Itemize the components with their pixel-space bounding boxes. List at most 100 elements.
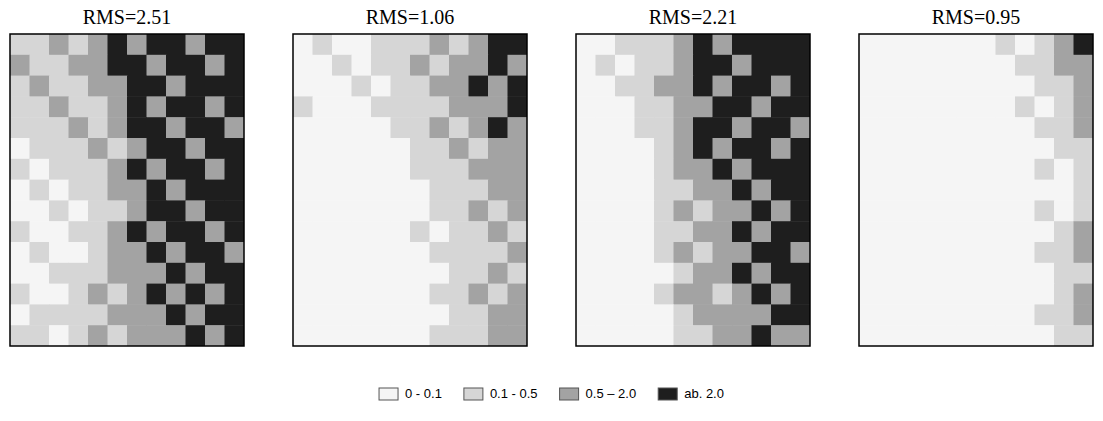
cell <box>635 55 655 76</box>
cell <box>147 284 167 305</box>
cell <box>69 180 89 201</box>
cell <box>713 55 733 76</box>
cell <box>713 242 733 263</box>
cell <box>49 304 69 325</box>
cell <box>654 200 674 221</box>
cell <box>898 263 918 284</box>
cell <box>1015 138 1035 159</box>
cell <box>996 304 1016 325</box>
cell <box>205 180 225 201</box>
cell <box>293 34 313 55</box>
cell <box>10 55 30 76</box>
cell <box>713 200 733 221</box>
cell <box>10 117 30 138</box>
cell <box>976 180 996 201</box>
cell <box>879 221 899 242</box>
cell <box>1015 117 1035 138</box>
cell <box>576 96 596 117</box>
cell <box>996 263 1016 284</box>
cell <box>225 221 245 242</box>
cell <box>732 138 752 159</box>
cell <box>918 200 938 221</box>
cell <box>996 200 1016 221</box>
cell <box>469 221 489 242</box>
cell <box>166 304 186 325</box>
cell <box>147 76 167 97</box>
cell <box>449 221 469 242</box>
cell <box>693 34 713 55</box>
cell <box>352 138 372 159</box>
panel: RMS=0.95 <box>859 6 1094 347</box>
cell <box>1035 325 1055 346</box>
cell <box>996 138 1016 159</box>
cell <box>791 325 811 346</box>
cell <box>352 96 372 117</box>
cell <box>410 138 430 159</box>
cell <box>918 96 938 117</box>
cell <box>391 34 411 55</box>
cell <box>410 221 430 242</box>
cell <box>391 325 411 346</box>
cell <box>635 34 655 55</box>
cell <box>1035 76 1055 97</box>
cell <box>996 180 1016 201</box>
cell <box>488 180 508 201</box>
cell <box>10 159 30 180</box>
cell <box>10 138 30 159</box>
cell <box>108 159 128 180</box>
cell <box>30 55 50 76</box>
cell <box>127 200 147 221</box>
cell <box>49 96 69 117</box>
cell <box>859 284 879 305</box>
cell <box>147 242 167 263</box>
cell <box>127 55 147 76</box>
cell <box>732 159 752 180</box>
cell <box>88 96 108 117</box>
cell <box>859 34 879 55</box>
cell <box>69 242 89 263</box>
cell <box>127 180 147 201</box>
cell <box>488 325 508 346</box>
cell <box>469 76 489 97</box>
cell <box>69 263 89 284</box>
cell <box>371 96 391 117</box>
cell <box>674 138 694 159</box>
cell <box>88 304 108 325</box>
cell <box>996 325 1016 346</box>
cell <box>596 221 616 242</box>
cell <box>1054 221 1074 242</box>
cell <box>898 117 918 138</box>
cell <box>127 325 147 346</box>
cell <box>449 200 469 221</box>
cell <box>957 34 977 55</box>
cell <box>186 180 206 201</box>
cell <box>976 242 996 263</box>
cell <box>391 200 411 221</box>
cell <box>879 180 899 201</box>
cell <box>49 76 69 97</box>
cell <box>449 180 469 201</box>
cell <box>30 263 50 284</box>
cell <box>635 117 655 138</box>
cell <box>1074 55 1094 76</box>
cell <box>391 242 411 263</box>
cell <box>205 117 225 138</box>
cell <box>127 138 147 159</box>
cell <box>1015 242 1035 263</box>
cell <box>957 284 977 305</box>
cell <box>859 263 879 284</box>
cell <box>898 159 918 180</box>
cell <box>713 325 733 346</box>
cell <box>205 159 225 180</box>
cell <box>371 76 391 97</box>
cell <box>1015 284 1035 305</box>
cell <box>752 159 772 180</box>
cell <box>996 76 1016 97</box>
cell <box>976 325 996 346</box>
cell <box>1015 200 1035 221</box>
panel: RMS=2.51 <box>10 6 245 347</box>
cell <box>1074 180 1094 201</box>
legend-swatch <box>658 388 677 400</box>
cell <box>410 34 430 55</box>
cell <box>293 138 313 159</box>
